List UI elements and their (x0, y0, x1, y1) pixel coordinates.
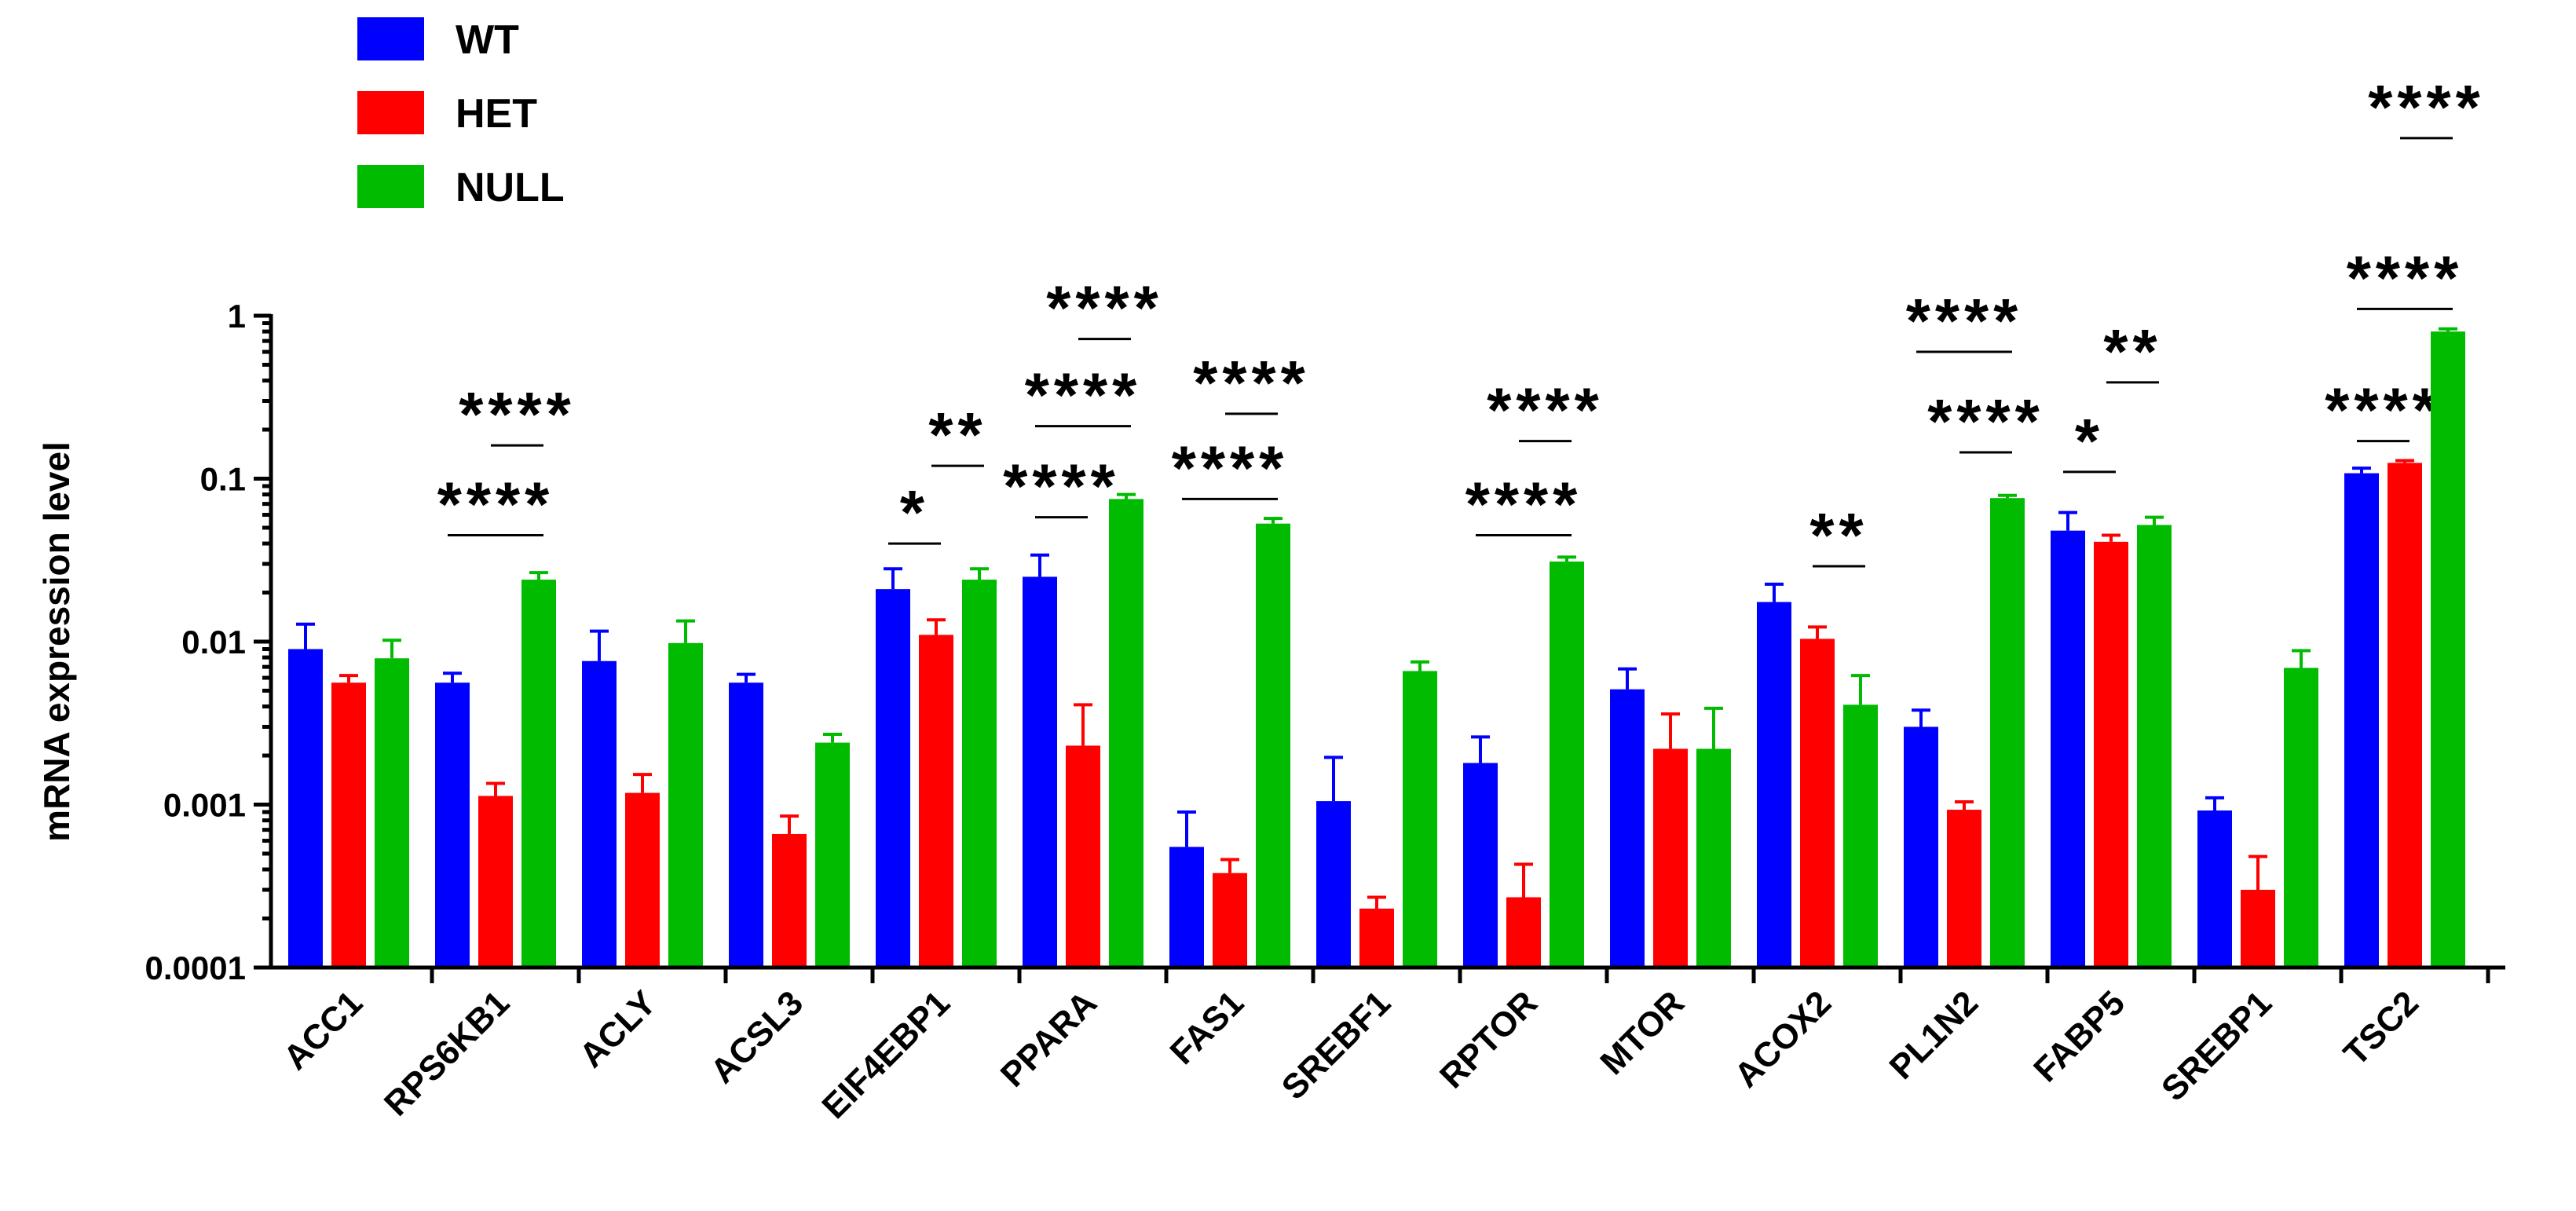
significance-stars: **** (1003, 452, 1120, 521)
bar-het-acox2 (1800, 638, 1835, 968)
bar-null-rps6kb1 (521, 580, 556, 968)
significance-annotations: *************************************** *… (437, 72, 2485, 570)
x-tick-label-srebf1: SREBF1 (1275, 983, 1398, 1107)
significance-stars: ** (2103, 316, 2161, 386)
y-axis: 0.0001 0.001 0.01 0.1 1 (145, 298, 273, 986)
bar-wt-ppara (1023, 576, 1057, 968)
bar-het-acc1 (331, 682, 366, 968)
bar-null-fabp5 (2137, 525, 2172, 968)
significance-stars: ** (928, 400, 986, 470)
significance-stars: **** (459, 379, 576, 449)
legend-label-wt: WT (456, 17, 519, 63)
legend-swatch-wt (357, 17, 424, 60)
bar-het-acly (625, 792, 660, 968)
bar-het-fas1 (1213, 873, 1247, 968)
x-tick-label-eif4ebp1: EIF4EBP1 (814, 983, 957, 1126)
bar-wt-pl1n2 (1904, 726, 1938, 968)
bar-wt-srebf1 (1316, 801, 1351, 968)
x-tick-label-rps6kb1: RPS6KB1 (377, 983, 517, 1123)
y-tick-label: 0.01 (181, 624, 246, 660)
bar-wt-tsc2 (2344, 473, 2379, 968)
y-tick-label: 0.1 (200, 461, 246, 498)
bar-wt-acly (582, 660, 617, 968)
significance-stars: ** (1809, 500, 1868, 570)
significance-stars: * (2075, 406, 2104, 476)
significance-stars: **** (2368, 72, 2485, 142)
bar-null-tsc2 (2431, 331, 2465, 968)
legend-label-het: HET (456, 91, 537, 137)
significance-stars: **** (1906, 286, 2023, 356)
x-tick-label-acly: ACLY (573, 983, 664, 1074)
y-tick-label: 0.0001 (145, 949, 246, 986)
bar-het-ppara (1066, 745, 1100, 968)
bar-het-rps6kb1 (478, 796, 513, 968)
bar-het-fabp5 (2094, 541, 2128, 968)
bar-wt-srebp1 (2197, 810, 2232, 968)
legend-label-null: NULL (456, 165, 565, 210)
significance-stars: **** (1025, 360, 1142, 430)
bar-wt-acox2 (1757, 602, 1791, 968)
significance-stars: **** (2325, 375, 2442, 445)
bar-null-eif4ebp1 (962, 580, 997, 968)
bar-null-ppara (1109, 499, 1143, 968)
y-axis-label: mRNA expression level (36, 441, 77, 842)
legend-swatch-null (357, 165, 424, 208)
significance-stars: **** (1172, 433, 1289, 503)
bar-null-acc1 (375, 658, 409, 968)
bar-wt-fabp5 (2051, 530, 2085, 968)
bar-het-rptor (1506, 897, 1541, 968)
bar-het-tsc2 (2388, 463, 2422, 968)
x-axis: ACC1 RPS6KB1 ACLY ACSL3 EIF4EBP1 PPARA FAS1 SRE… (269, 965, 2505, 1126)
significance-stars: **** (2347, 243, 2464, 313)
significance-stars: **** (437, 469, 554, 539)
bar-wt-acsl3 (729, 682, 763, 968)
x-tick-label-fabp5: FABP5 (2026, 983, 2132, 1089)
significance-stars: **** (1927, 386, 2044, 456)
bar-null-mtor (1696, 748, 1731, 968)
bar-null-pl1n2 (1990, 498, 2025, 968)
x-tick-label-tsc2: TSC2 (2336, 983, 2426, 1073)
bar-het-srebp1 (2241, 889, 2275, 968)
x-tick-label-mtor: MTOR (1593, 983, 1692, 1082)
x-tick-label-acc1: ACC1 (276, 983, 370, 1077)
bar-wt-rps6kb1 (435, 682, 470, 968)
bar-null-acly (668, 642, 703, 968)
x-tick-label-acox2: ACOX2 (1727, 983, 1839, 1095)
bar-wt-rptor (1463, 763, 1498, 968)
bar-het-acsl3 (772, 833, 807, 968)
bar-null-fas1 (1256, 523, 1290, 968)
bar-het-eif4ebp1 (919, 635, 953, 968)
bar-null-srebf1 (1403, 671, 1437, 968)
x-tick-label-ppara: PPARA (993, 983, 1104, 1094)
bar-het-pl1n2 (1947, 810, 1981, 968)
bar-null-acox2 (1843, 704, 1878, 968)
legend: WT HET NULL (357, 17, 565, 210)
y-tick-label: 0.001 (163, 787, 246, 824)
legend-swatch-het (357, 91, 424, 134)
bar-wt-fas1 (1169, 847, 1204, 968)
x-tick-label-srebp1: SREBP1 (2154, 983, 2279, 1108)
significance-stars: **** (1465, 469, 1583, 539)
significance-stars: **** (1487, 375, 1604, 445)
bar-null-srebp1 (2284, 668, 2318, 968)
x-tick-label-pl1n2: PL1N2 (1883, 983, 1985, 1086)
bars (288, 327, 2465, 968)
bar-het-mtor (1653, 748, 1688, 968)
x-tick-label-fas1: FAS1 (1163, 983, 1251, 1071)
y-tick-label: 1 (228, 298, 246, 335)
x-tick-label-rptor: RPTOR (1433, 983, 1545, 1096)
x-tick-label-acsl3: ACSL3 (703, 983, 810, 1091)
bar-het-srebf1 (1359, 908, 1394, 968)
bar-null-acsl3 (815, 742, 850, 968)
significance-stars: **** (1193, 348, 1310, 418)
significance-stars: * (900, 477, 929, 547)
bar-wt-eif4ebp1 (876, 589, 910, 968)
bar-null-rptor (1550, 562, 1584, 968)
bar-wt-acc1 (288, 649, 323, 968)
significance-stars: **** (1046, 273, 1163, 343)
bar-wt-mtor (1610, 689, 1645, 968)
